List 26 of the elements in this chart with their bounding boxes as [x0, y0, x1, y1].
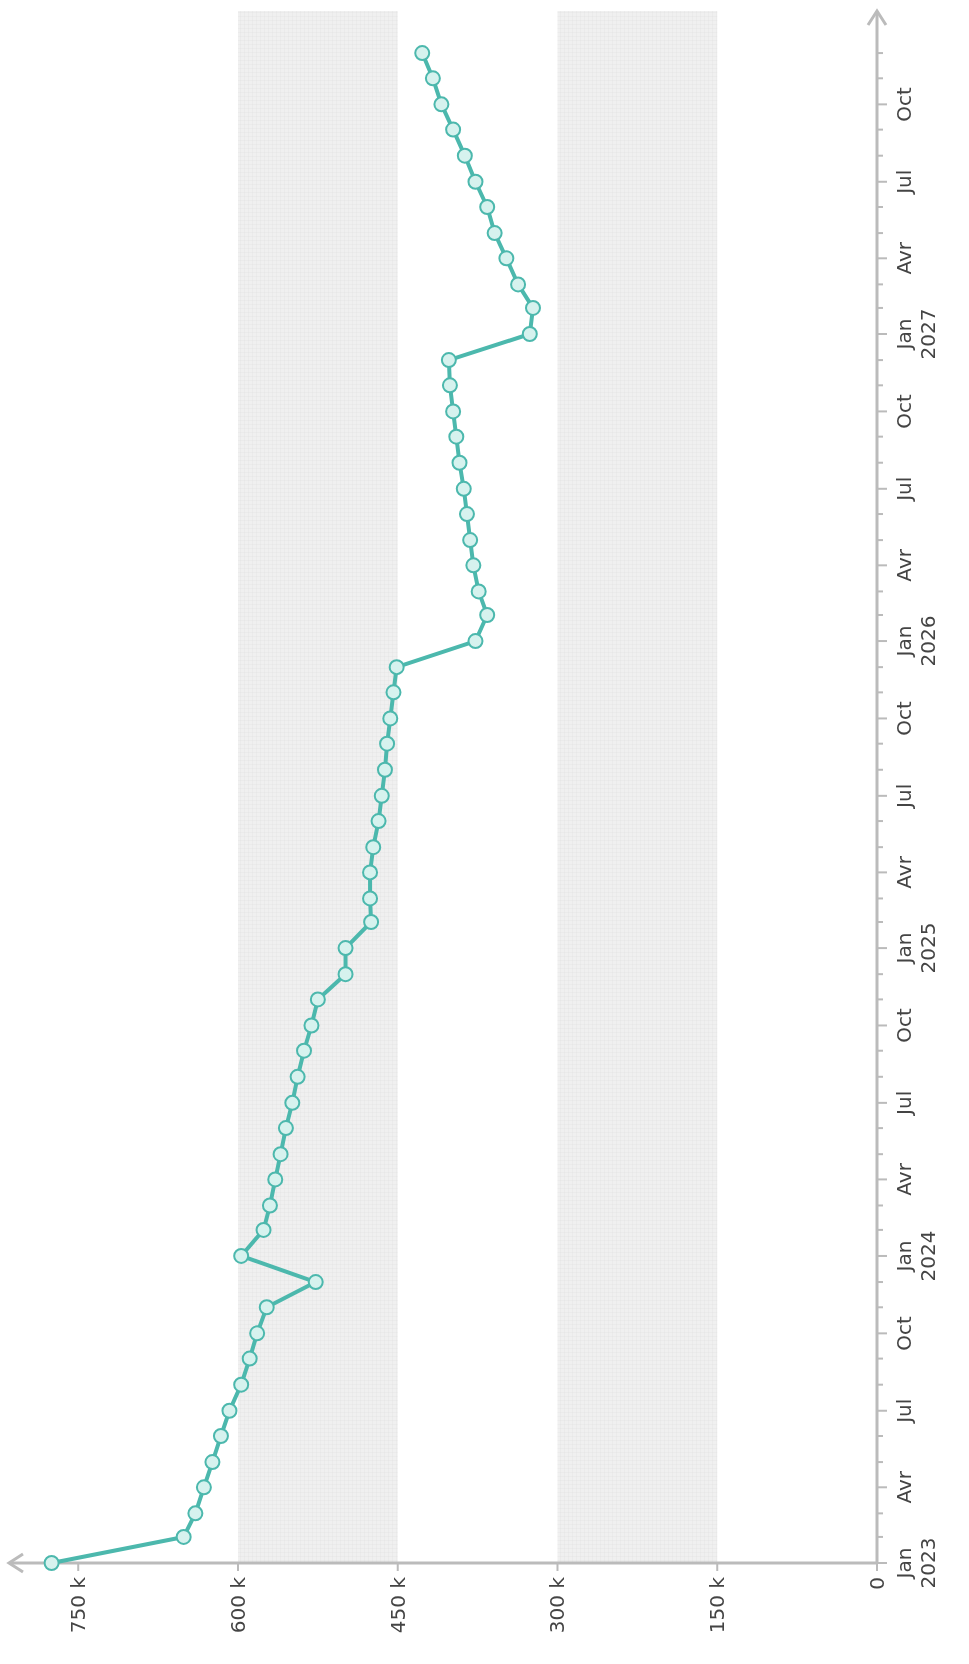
y-tick-label: Jul: [892, 1090, 916, 1117]
y-tick-label: Oct: [892, 393, 916, 429]
y-tick-label: Avr: [892, 1470, 916, 1504]
y-tick-label: Jul: [892, 169, 916, 196]
y-tick-label: Jan 2025: [892, 922, 940, 974]
y-tick-label: Oct: [892, 1008, 916, 1043]
y-tick-label: Jan 2026: [892, 615, 940, 667]
x-tick-label: 300 k: [545, 1576, 570, 1634]
y-tick-label: Jan 2024: [892, 1230, 940, 1282]
y-tick-label: Avr: [892, 1162, 916, 1196]
x-tick-label: 450 k: [385, 1576, 410, 1634]
x-tick-label: 150 k: [705, 1576, 730, 1634]
y-tick-label: Avr: [892, 855, 916, 889]
x-tick-label: 750 k: [66, 1576, 91, 1634]
y-tick-label: Avr: [892, 548, 916, 582]
y-tick-label: Jan 2027: [892, 308, 940, 360]
y-tick-label: Avr: [892, 241, 916, 275]
y-tick-label: Oct: [892, 1315, 916, 1351]
y-tick-label: Jul: [892, 476, 916, 503]
y-tick-label: Oct: [892, 86, 916, 122]
x-tick-label: 0: [865, 1577, 889, 1590]
y-tick-label: Jul: [892, 1398, 916, 1425]
y-tick-label: Jan 2023: [892, 1537, 940, 1589]
y-tick-label: Oct: [892, 701, 916, 736]
y-tick-label: Jul: [892, 783, 916, 810]
x-tick-label: 600 k: [225, 1576, 250, 1634]
